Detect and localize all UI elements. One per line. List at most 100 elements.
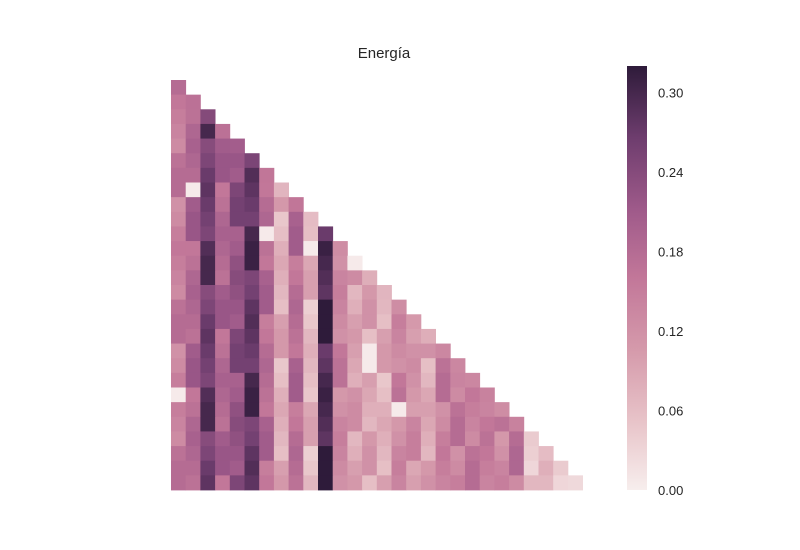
heatmap-cell — [215, 431, 231, 447]
heatmap-cell — [362, 402, 378, 418]
heatmap-cell — [332, 372, 348, 388]
heatmap-cell — [376, 460, 392, 476]
heatmap-cell — [200, 197, 216, 213]
heatmap-cell — [200, 123, 216, 139]
heatmap-cell — [494, 416, 510, 432]
heatmap-cell — [362, 343, 378, 359]
heatmap-cell — [200, 475, 216, 491]
heatmap-cell — [332, 416, 348, 432]
heatmap-cell — [185, 285, 201, 301]
heatmap-cell — [185, 328, 201, 344]
heatmap-cell — [465, 446, 481, 462]
heatmap-cell — [185, 270, 201, 286]
heatmap-cell — [376, 416, 392, 432]
heatmap-cell — [244, 255, 260, 271]
heatmap-cell — [171, 197, 187, 213]
heatmap-cell — [288, 343, 304, 359]
heatmap-cell — [288, 358, 304, 374]
heatmap-cell — [229, 226, 245, 242]
heatmap-cell — [215, 299, 231, 315]
heatmap-cell — [200, 241, 216, 257]
heatmap-cell — [244, 197, 260, 213]
heatmap-cell — [479, 416, 495, 432]
heatmap-cell — [200, 167, 216, 183]
heatmap-cell — [303, 285, 319, 301]
chart-title: Energía — [358, 45, 411, 62]
heatmap-cell — [494, 460, 510, 476]
heatmap-cell — [391, 431, 407, 447]
heatmap-cell — [185, 314, 201, 330]
heatmap-cell — [171, 80, 187, 96]
heatmap-cell — [171, 372, 187, 388]
heatmap-cell — [244, 475, 260, 491]
heatmap-cell — [391, 416, 407, 432]
heatmap-cell — [185, 94, 201, 110]
heatmap-cell — [171, 299, 187, 315]
heatmap-cell — [420, 358, 436, 374]
heatmap-cell — [273, 328, 289, 344]
heatmap-cell — [288, 314, 304, 330]
heatmap-cell — [435, 387, 451, 403]
heatmap-cell — [391, 358, 407, 374]
heatmap-cell — [347, 460, 363, 476]
heatmap-cell — [362, 372, 378, 388]
heatmap-cell — [229, 402, 245, 418]
heatmap-cell — [303, 211, 319, 227]
heatmap-cell — [479, 402, 495, 418]
heatmap-cell — [171, 182, 187, 198]
colorbar-tick-label: 0.18 — [658, 245, 683, 260]
heatmap-cell — [185, 358, 201, 374]
heatmap-cells — [171, 80, 583, 491]
heatmap-cell — [215, 460, 231, 476]
heatmap-cell — [229, 372, 245, 388]
heatmap-cell — [215, 167, 231, 183]
heatmap-cell — [273, 460, 289, 476]
heatmap-cell — [229, 241, 245, 257]
heatmap-cell — [303, 431, 319, 447]
heatmap-cell — [318, 431, 334, 447]
heatmap-cell — [406, 416, 422, 432]
heatmap-cell — [347, 285, 363, 301]
heatmap-cell — [171, 387, 187, 403]
heatmap-cell — [200, 402, 216, 418]
colorbar-gradient — [627, 66, 647, 490]
heatmap-cell — [435, 358, 451, 374]
heatmap-cell — [318, 343, 334, 359]
heatmap-cell — [420, 416, 436, 432]
heatmap-cell — [215, 138, 231, 154]
heatmap-cell — [215, 328, 231, 344]
heatmap-cell — [229, 211, 245, 227]
heatmap-cell — [229, 328, 245, 344]
heatmap-cell — [185, 431, 201, 447]
heatmap-cell — [244, 387, 260, 403]
heatmap-cell — [171, 431, 187, 447]
heatmap-cell — [465, 402, 481, 418]
heatmap-cell — [509, 431, 525, 447]
heatmap-cell — [229, 167, 245, 183]
heatmap-cell — [318, 402, 334, 418]
heatmap-cell — [332, 343, 348, 359]
heatmap-cell — [273, 416, 289, 432]
heatmap-cell — [332, 299, 348, 315]
heatmap-cell — [406, 343, 422, 359]
heatmap-cell — [494, 446, 510, 462]
heatmap-cell — [215, 270, 231, 286]
heatmap-cell — [523, 475, 539, 491]
heatmap-cell — [273, 299, 289, 315]
heatmap-cell — [185, 416, 201, 432]
heatmap-cell — [347, 402, 363, 418]
heatmap-cell — [406, 402, 422, 418]
heatmap-cell — [273, 226, 289, 242]
heatmap-cell — [332, 328, 348, 344]
heatmap-cell — [318, 285, 334, 301]
heatmap-cell — [567, 475, 583, 491]
heatmap-cell — [318, 372, 334, 388]
heatmap-cell — [288, 270, 304, 286]
heatmap-cell — [347, 387, 363, 403]
heatmap-cell — [288, 416, 304, 432]
heatmap-cell — [303, 372, 319, 388]
heatmap-cell — [244, 372, 260, 388]
heatmap-cell — [420, 460, 436, 476]
heatmap-cell — [538, 446, 554, 462]
heatmap-cell — [332, 402, 348, 418]
